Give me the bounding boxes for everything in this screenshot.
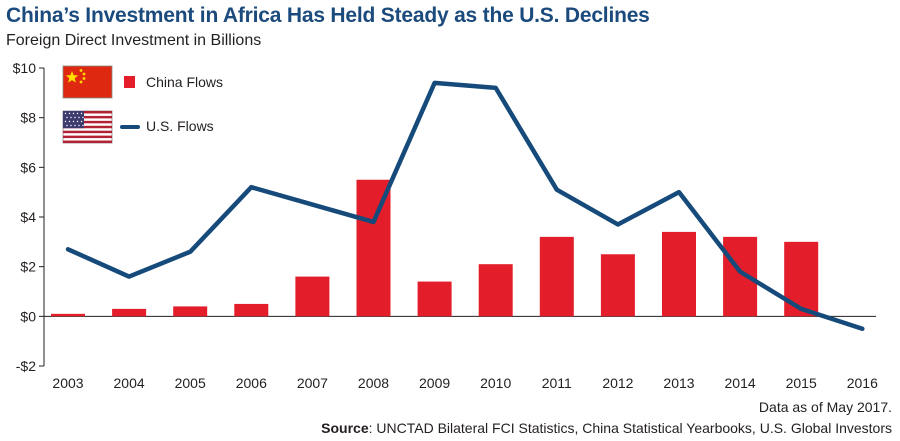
x-tick-label: 2014 — [725, 375, 756, 391]
china-flag-icon — [62, 65, 113, 99]
y-tick-label: $2 — [20, 259, 36, 275]
china-bar — [539, 236, 574, 317]
y-tick-label: $4 — [20, 209, 36, 225]
x-tick-label: 2015 — [786, 375, 817, 391]
legend-label-us: U.S. Flows — [146, 118, 214, 134]
source-text: : UNCTAD Bilateral FCI Statistics, China… — [368, 420, 892, 436]
us-flag-icon — [62, 110, 113, 144]
china-bar — [417, 281, 452, 317]
china-bar — [51, 313, 85, 317]
y-tick-label: $10 — [13, 60, 37, 76]
data-date-note: Data as of May 2017. — [758, 399, 892, 415]
x-tick-label: 2012 — [602, 375, 633, 391]
china-bar — [662, 231, 696, 317]
source-label: Source — [321, 420, 369, 436]
china-bar — [112, 308, 147, 317]
y-tick-label: $6 — [20, 159, 36, 175]
china-bar — [600, 254, 635, 317]
us-line — [65, 80, 865, 331]
x-tick-label: 2011 — [542, 375, 572, 391]
source-note: Source: UNCTAD Bilateral FCI Statistics,… — [321, 420, 892, 436]
x-tick-label: 2006 — [236, 375, 267, 391]
china-bar — [784, 241, 819, 317]
chart-title: China’s Investment in Africa Has Held St… — [6, 4, 650, 27]
y-axis: -$2 $0 $2 $4 $6 $8 $10 — [13, 60, 45, 374]
china-bar — [173, 306, 208, 317]
chart-subtitle: Foreign Direct Investment in Billions — [6, 32, 262, 49]
legend: China Flows U.S. Flows — [62, 65, 223, 144]
x-tick-label: 2008 — [358, 375, 389, 391]
x-tick-label: 2004 — [114, 375, 145, 391]
legend-swatch-china — [124, 76, 135, 88]
y-tick-label: $0 — [20, 308, 36, 324]
x-tick-label: 2003 — [52, 375, 83, 391]
china-bar — [356, 179, 391, 317]
x-tick-label: 2010 — [480, 375, 511, 391]
us-flows-line — [65, 80, 865, 331]
x-tick-label: 2007 — [297, 375, 328, 391]
x-tick-label: 2005 — [175, 375, 206, 391]
x-tick-label: 2016 — [847, 375, 878, 391]
x-tick-label: 2013 — [663, 375, 694, 391]
legend-label-china: China Flows — [146, 74, 223, 90]
china-bars — [51, 179, 819, 317]
china-bar — [295, 276, 330, 317]
china-bar — [478, 264, 513, 317]
x-axis: 2003 2004 2005 2006 2007 2008 2009 2010 2011 2012… — [44, 315, 878, 391]
x-tick-label: 2009 — [419, 375, 450, 391]
china-bar — [234, 303, 269, 317]
y-tick-label: $8 — [20, 110, 36, 126]
y-tick-label: -$2 — [16, 358, 36, 374]
